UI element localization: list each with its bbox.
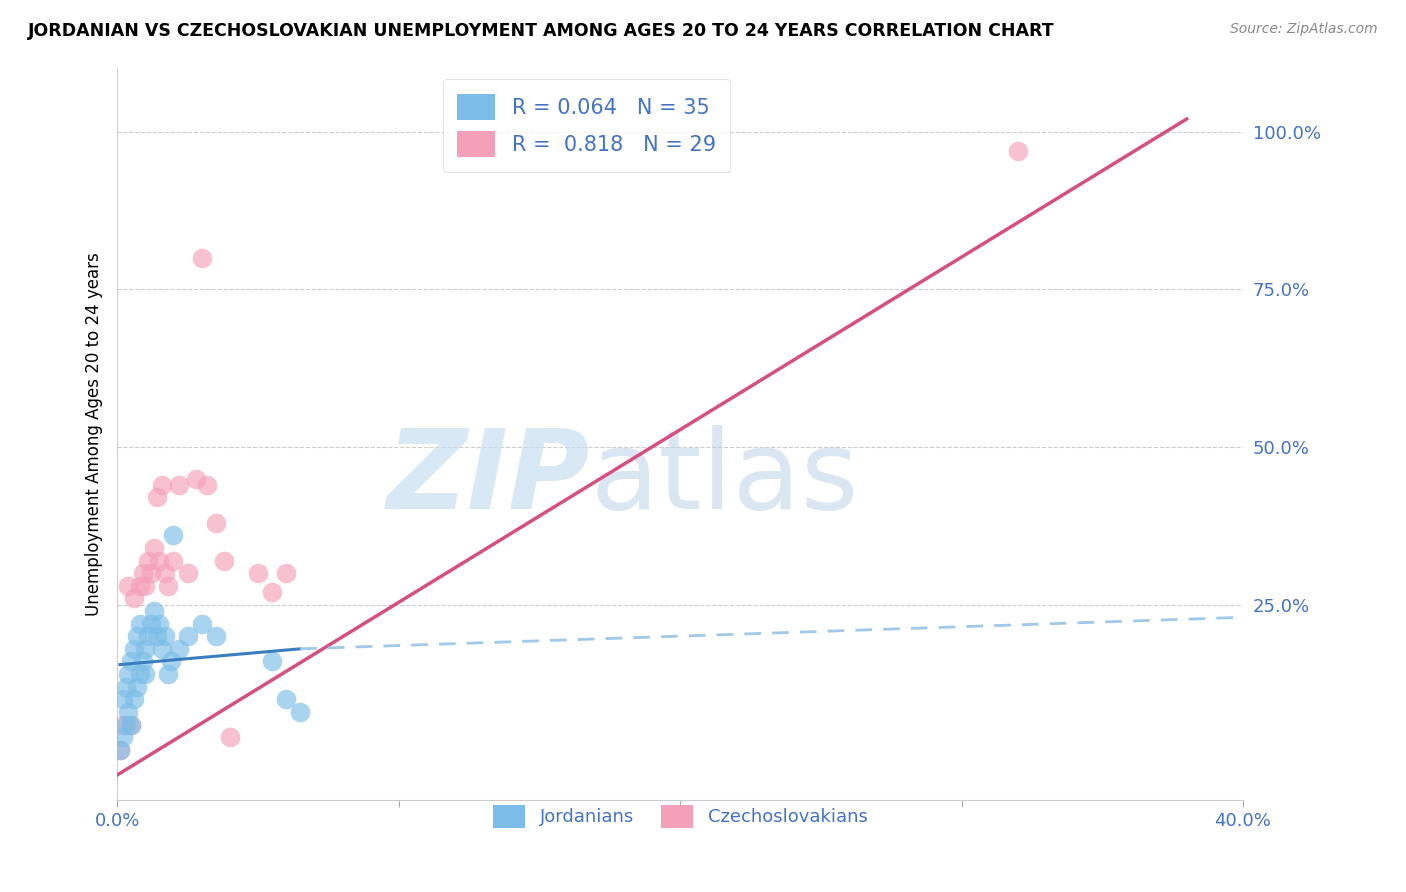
Point <box>125 629 148 643</box>
Point <box>162 528 184 542</box>
Point <box>159 655 181 669</box>
Point <box>190 616 212 631</box>
Point <box>122 591 145 606</box>
Point <box>142 604 165 618</box>
Point <box>176 629 198 643</box>
Point <box>117 705 139 719</box>
Point <box>156 667 179 681</box>
Point <box>122 641 145 656</box>
Point <box>274 692 297 706</box>
Text: JORDANIAN VS CZECHOSLOVAKIAN UNEMPLOYMENT AMONG AGES 20 TO 24 YEARS CORRELATION : JORDANIAN VS CZECHOSLOVAKIAN UNEMPLOYMEN… <box>28 22 1054 40</box>
Point <box>145 629 167 643</box>
Point <box>111 717 134 731</box>
Point <box>145 491 167 505</box>
Point <box>108 743 131 757</box>
Point <box>246 566 269 581</box>
Point <box>274 566 297 581</box>
Legend: Jordanians, Czechoslovakians: Jordanians, Czechoslovakians <box>485 797 875 835</box>
Point <box>134 667 156 681</box>
Text: ZIP: ZIP <box>387 425 591 532</box>
Point <box>117 579 139 593</box>
Point <box>131 566 153 581</box>
Point <box>204 629 226 643</box>
Point <box>153 566 176 581</box>
Point <box>260 585 283 599</box>
Point <box>134 641 156 656</box>
Point <box>1007 144 1029 158</box>
Point <box>108 743 131 757</box>
Point <box>136 629 159 643</box>
Point <box>218 730 240 744</box>
Point <box>142 541 165 555</box>
Point <box>162 553 184 567</box>
Point <box>260 655 283 669</box>
Point <box>136 553 159 567</box>
Point <box>190 251 212 265</box>
Point <box>184 471 207 485</box>
Point <box>128 579 150 593</box>
Point <box>195 478 218 492</box>
Point <box>120 717 142 731</box>
Point <box>176 566 198 581</box>
Point <box>117 667 139 681</box>
Point <box>128 667 150 681</box>
Point <box>288 705 311 719</box>
Point <box>111 730 134 744</box>
Point <box>148 616 170 631</box>
Point <box>148 553 170 567</box>
Point <box>120 655 142 669</box>
Point <box>120 717 142 731</box>
Point <box>167 641 190 656</box>
Point <box>150 478 173 492</box>
Point <box>150 641 173 656</box>
Point <box>167 478 190 492</box>
Point <box>204 516 226 530</box>
Y-axis label: Unemployment Among Ages 20 to 24 years: Unemployment Among Ages 20 to 24 years <box>86 252 103 616</box>
Point <box>114 717 136 731</box>
Point <box>111 692 134 706</box>
Point <box>128 616 150 631</box>
Text: atlas: atlas <box>591 425 859 532</box>
Point <box>122 692 145 706</box>
Point <box>131 655 153 669</box>
Point <box>156 579 179 593</box>
Point <box>134 579 156 593</box>
Text: Source: ZipAtlas.com: Source: ZipAtlas.com <box>1230 22 1378 37</box>
Point <box>125 680 148 694</box>
Point <box>139 616 162 631</box>
Point <box>153 629 176 643</box>
Point <box>114 680 136 694</box>
Point <box>212 553 235 567</box>
Point <box>139 566 162 581</box>
